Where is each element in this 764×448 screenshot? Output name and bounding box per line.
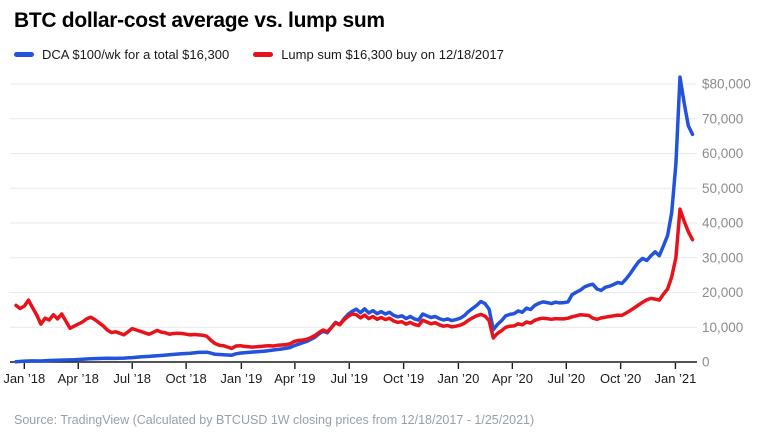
x-axis-tick-label: Apr ’18 <box>58 371 99 386</box>
legend-item-lump-sum: Lump sum $16,300 buy on 12/18/2017 <box>253 47 504 62</box>
x-axis-tick-label: Jan ’19 <box>220 371 262 386</box>
x-axis-tick-label: Jan ’18 <box>3 371 45 386</box>
dca-series-line <box>14 75 695 364</box>
page-title: BTC dollar-cost average vs. lump sum <box>14 9 385 32</box>
x-axis-tick-label: Jul ’18 <box>113 371 151 386</box>
y-axis-tick-label: 20,000 <box>702 285 743 300</box>
legend: DCA $100/wk for a total $16,300 Lump sum… <box>14 46 764 62</box>
y-axis-tick-label: 0 <box>702 355 710 370</box>
dca-line-swatch <box>14 51 34 57</box>
x-axis-tick-label: Jul ’19 <box>330 371 368 386</box>
chart-svg: $80,000 70,000 60,000 50,000 40,000 30,000 20,… <box>3 75 751 386</box>
x-axis-tick-label: Oct ’20 <box>600 371 641 386</box>
lump-sum-series-line <box>14 207 695 351</box>
x-axis-tick-label: Oct ’19 <box>383 371 424 386</box>
x-axis-tick-label: Jan ’21 <box>654 371 696 386</box>
source-note: Source: TradingView (Calculated by BTCUS… <box>14 413 535 427</box>
y-axis-tick-label: $80,000 <box>702 77 751 92</box>
x-axis-tick-label: Jan ’20 <box>437 371 479 386</box>
legend-item-dca: DCA $100/wk for a total $16,300 <box>14 47 229 62</box>
y-axis-tick-label: 40,000 <box>702 216 743 231</box>
y-axis-tick-label: 10,000 <box>702 320 743 335</box>
y-axis-tick-label: 50,000 <box>702 181 743 196</box>
x-axis-tick-label: Oct ’18 <box>166 371 207 386</box>
lump-sum-line-swatch <box>253 51 274 57</box>
legend-label-dca: DCA $100/wk for a total $16,300 <box>42 46 230 62</box>
x-axis-tick-label: Apr ’19 <box>274 371 315 386</box>
y-axis-tick-label: 60,000 <box>702 146 743 161</box>
x-axis-tick-label: Apr ’20 <box>492 371 533 386</box>
x-axis-tick-label: Jul ’20 <box>548 371 586 386</box>
y-axis-tick-label: 30,000 <box>702 250 743 265</box>
y-axis-tick-label: 70,000 <box>702 111 743 126</box>
legend-label-lump-sum: Lump sum $16,300 buy on 12/18/2017 <box>281 46 504 62</box>
